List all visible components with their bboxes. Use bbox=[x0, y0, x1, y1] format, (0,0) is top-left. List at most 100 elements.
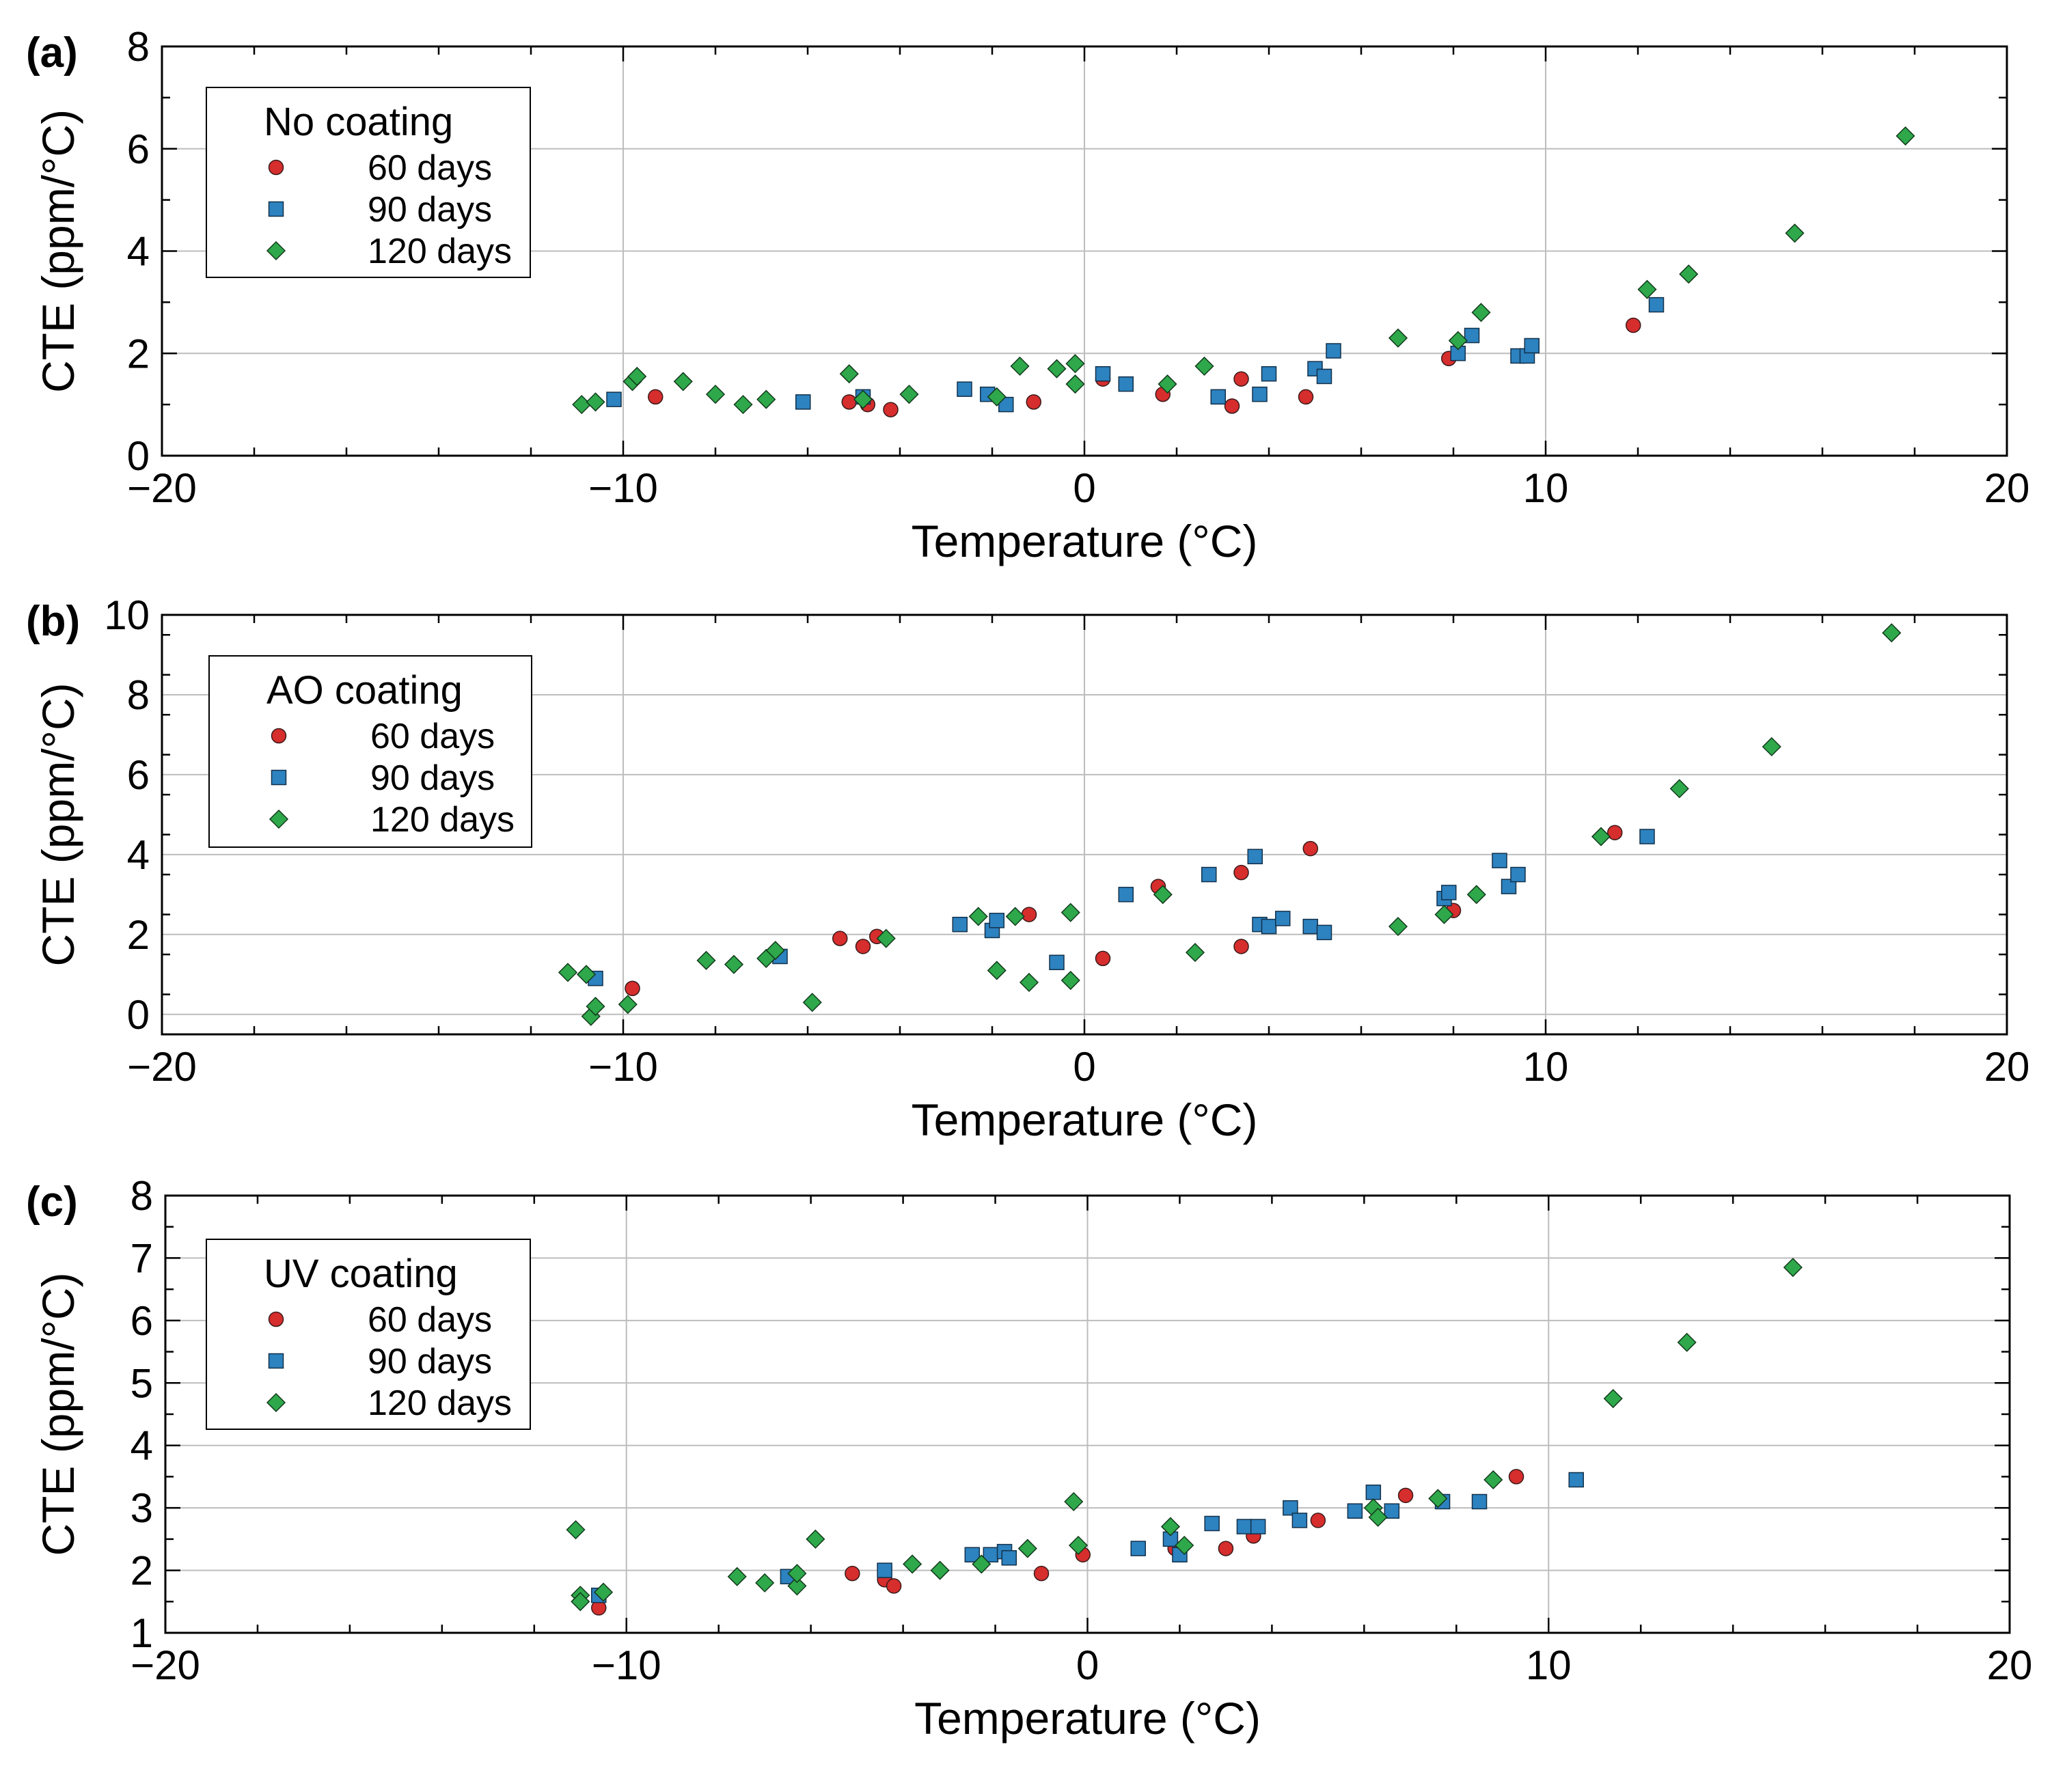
data-point-120-days bbox=[1388, 917, 1408, 937]
y-tick-label: 2 bbox=[131, 1548, 153, 1594]
data-point-120-days bbox=[1882, 623, 1902, 643]
data-point-60-days bbox=[625, 980, 640, 997]
data-point-120-days bbox=[566, 1520, 586, 1540]
legend-box bbox=[206, 1239, 531, 1430]
data-point-120-days bbox=[1428, 1489, 1448, 1508]
x-tick-label: 0 bbox=[1073, 1044, 1095, 1090]
y-tick-label: 2 bbox=[127, 331, 150, 376]
data-point-90-days bbox=[1130, 1541, 1146, 1556]
data-point-60-days bbox=[1626, 317, 1641, 333]
panel-label: (a) bbox=[26, 29, 78, 77]
y-tick-label: 8 bbox=[127, 24, 150, 70]
x-tick-label: 10 bbox=[1523, 1044, 1569, 1090]
legend-label: 60 days bbox=[368, 1300, 492, 1340]
data-point-90-days bbox=[1291, 1513, 1308, 1528]
data-point-120-days bbox=[727, 1567, 747, 1586]
data-point-90-days bbox=[1471, 1493, 1488, 1510]
legend-marker-120-days bbox=[269, 809, 289, 829]
plot-frame bbox=[164, 1194, 2011, 1634]
data-point-60-days bbox=[1233, 371, 1249, 387]
data-point-120-days bbox=[1061, 970, 1080, 991]
x-tick-label: 20 bbox=[1984, 465, 2030, 511]
data-point-60-days bbox=[886, 1578, 902, 1594]
y-tick-label: 3 bbox=[131, 1485, 153, 1531]
data-point-60-days bbox=[883, 402, 899, 417]
data-point-120-days bbox=[1783, 1258, 1803, 1278]
x-tick-label: 0 bbox=[1076, 1642, 1099, 1688]
data-point-120-days bbox=[755, 1573, 775, 1593]
y-tick-label: 6 bbox=[127, 752, 150, 798]
data-point-60-days bbox=[855, 939, 871, 954]
y-tick-label: 1 bbox=[131, 1610, 153, 1656]
y-axis-label: CTE (ppm/°C) bbox=[33, 683, 83, 966]
chart-panel-c: −20 −10 0 10 20 1 2 3 4 5 6 7 8 Temperature (°C) CTE (… bbox=[26, 1173, 2032, 1743]
data-point-60-days bbox=[1033, 1565, 1050, 1582]
y-axis-label: CTE (ppm/°C) bbox=[33, 1272, 83, 1556]
panel-label: (b) bbox=[26, 598, 80, 645]
data-point-120-days bbox=[1010, 356, 1030, 376]
x-tick-label: −10 bbox=[588, 465, 658, 511]
data-point-120-days bbox=[572, 395, 592, 415]
legend-title: UV coating bbox=[264, 1252, 458, 1296]
legend-box bbox=[206, 87, 531, 278]
data-point-120-days bbox=[1388, 328, 1408, 348]
data-point-90-days bbox=[989, 913, 1004, 928]
legend-marker-90-days bbox=[268, 1353, 284, 1369]
legend-marker-90-days bbox=[271, 769, 287, 786]
data-point-120-days bbox=[1368, 1507, 1388, 1527]
data-point-120-days bbox=[1047, 359, 1067, 378]
data-point-60-days bbox=[1218, 1541, 1234, 1556]
data-point-120-days bbox=[876, 928, 896, 948]
data-point-90-days bbox=[964, 1547, 981, 1562]
data-point-90-days bbox=[1204, 1515, 1220, 1532]
y-tick-label: 4 bbox=[131, 1423, 153, 1469]
legend-label: 120 days bbox=[370, 800, 515, 840]
x-tick-label: −10 bbox=[588, 1044, 658, 1090]
data-point-120-days bbox=[930, 1560, 950, 1580]
y-tick-label: 5 bbox=[131, 1360, 153, 1406]
data-point-90-days bbox=[1302, 918, 1318, 935]
data-point-120-days bbox=[802, 993, 822, 1012]
data-point-120-days bbox=[1185, 943, 1205, 963]
data-point-120-days bbox=[987, 961, 1007, 980]
data-point-90-days bbox=[1118, 887, 1134, 902]
x-tick-label: −10 bbox=[592, 1642, 661, 1688]
data-point-120-days bbox=[1158, 374, 1177, 394]
y-tick-label: 0 bbox=[127, 992, 150, 1038]
data-point-90-days bbox=[1261, 366, 1277, 382]
data-point-90-days bbox=[1347, 1503, 1363, 1519]
y-tick-label: 8 bbox=[127, 672, 150, 718]
data-point-60-days bbox=[1233, 939, 1249, 954]
data-point-120-days bbox=[627, 366, 647, 387]
y-tick-label: 7 bbox=[131, 1235, 153, 1281]
legend-label: 90 days bbox=[368, 190, 492, 230]
x-tick-label: −20 bbox=[127, 465, 197, 511]
x-tick-label: 10 bbox=[1526, 1642, 1572, 1688]
y-tick-label: 6 bbox=[127, 126, 150, 172]
legend-title: AO coating bbox=[266, 668, 463, 713]
data-point-120-days bbox=[787, 1564, 807, 1584]
data-point-90-days bbox=[1001, 1550, 1017, 1566]
data-point-60-days bbox=[1026, 394, 1041, 410]
data-point-90-days bbox=[1261, 918, 1277, 935]
data-point-120-days bbox=[1896, 126, 1915, 146]
data-point-120-days bbox=[1466, 885, 1486, 905]
data-point-120-days bbox=[1019, 972, 1039, 993]
data-point-60-days bbox=[648, 389, 664, 405]
legend-title: No coating bbox=[264, 100, 453, 144]
data-point-120-days bbox=[673, 372, 693, 391]
data-point-120-days bbox=[853, 389, 873, 409]
x-axis-label: Temperature (°C) bbox=[912, 516, 1258, 566]
data-point-90-days bbox=[1326, 343, 1341, 359]
y-axis-label: CTE (ppm/°C) bbox=[33, 109, 83, 393]
data-point-90-days bbox=[1210, 389, 1226, 405]
data-point-90-days bbox=[1441, 885, 1457, 900]
data-point-90-days bbox=[1049, 954, 1065, 970]
data-point-90-days bbox=[1492, 853, 1507, 868]
legend-marker-60-days bbox=[268, 1311, 284, 1327]
data-point-90-days bbox=[606, 391, 622, 407]
data-point-90-days bbox=[1648, 297, 1665, 313]
data-point-120-days bbox=[1483, 1470, 1503, 1490]
data-point-120-days bbox=[733, 395, 753, 415]
data-point-120-days bbox=[1637, 279, 1657, 299]
